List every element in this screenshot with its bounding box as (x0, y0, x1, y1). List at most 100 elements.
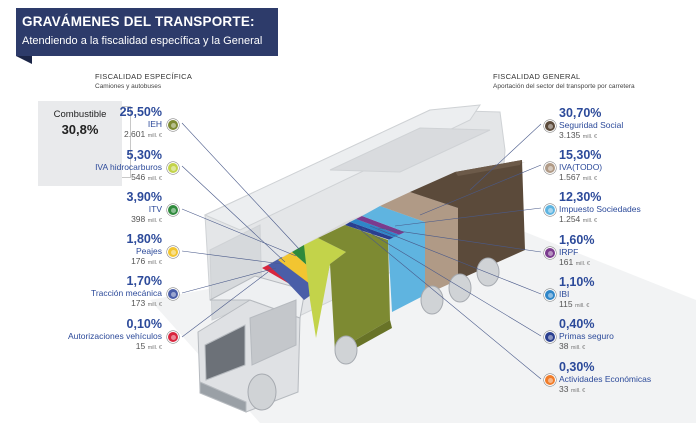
left-tax-item: 1,80% Peajes 176 mill. € (127, 233, 162, 268)
tax-percent: 0,40% (559, 317, 595, 331)
right-tax-item: 15,30% IVA(TODO) 1.567 mill. € (559, 149, 602, 184)
right-tax-color-dot (544, 374, 556, 386)
tax-amount-value: 115 (559, 299, 573, 309)
left-tax-item: 1,70% Tracción mecánica 173 mill. € (91, 275, 162, 310)
right-section-header: FISCALIDAD GENERAL Aportación del sector… (493, 72, 635, 90)
tax-percent: 1,70% (126, 274, 162, 288)
tax-amount-unit: mill. € (575, 261, 590, 267)
tax-label: ITV (148, 204, 162, 214)
fuel-box: Combustible 30,8% (38, 101, 122, 186)
tax-percent: 5,30% (126, 148, 162, 162)
tax-amount-unit: mill. € (147, 133, 162, 139)
tax-amount-unit: mill. € (582, 176, 598, 182)
tax-percent: 0,10% (126, 317, 162, 331)
tax-amount-unit: mill. € (147, 345, 162, 351)
banner-fold (16, 56, 32, 64)
left-tax-item: 0,10% Autorizaciones vehículos 15 mill. € (68, 318, 162, 353)
tax-amount-value: 176 (131, 256, 146, 266)
tax-amount: 3.135 mill. € (559, 130, 623, 142)
leader-lines (181, 122, 542, 380)
tax-amount-unit: mill. € (582, 218, 598, 224)
left-section-title: FISCALIDAD ESPECÍFICA (95, 72, 193, 81)
tax-label: IRPF (559, 247, 579, 257)
tax-percent: 15,30% (559, 148, 602, 162)
right-tax-item: 0,30% Actividades Económicas 33 mill. € (559, 361, 651, 396)
tax-amount-value: 1.254 (559, 214, 581, 224)
tax-amount-value: 398 (131, 214, 146, 224)
left-tax-color-dot (167, 204, 179, 216)
right-section-title: FISCALIDAD GENERAL (493, 72, 581, 81)
page-title: GRAVÁMENES DEL TRANSPORTE: (22, 14, 255, 29)
tax-amount: 2.601 mill. € (120, 129, 162, 141)
right-tax-color-dot (544, 162, 556, 174)
tax-amount: 161 mill. € (559, 257, 594, 269)
right-tax-item: 1,10% IBI 115 mill. € (559, 276, 594, 311)
tax-amount-value: 173 (131, 298, 146, 308)
left-tax-color-dot (167, 246, 179, 258)
tax-amount-unit: mill. € (147, 260, 162, 266)
tax-label: IVA(TODO) (559, 162, 603, 172)
tax-amount: 398 mill. € (127, 214, 162, 226)
tax-percent: 0,30% (559, 360, 595, 374)
right-tax-color-dot (544, 120, 556, 132)
right-tax-item: 0,40% Primas seguro 38 mill. € (559, 318, 614, 353)
header-banner: GRAVÁMENES DEL TRANSPORTE: Atendiendo a … (16, 8, 278, 64)
right-tax-color-dot (544, 289, 556, 301)
right-tax-color-dot (544, 331, 556, 343)
tax-amount: 115 mill. € (559, 299, 594, 311)
fuel-bracket (122, 106, 131, 178)
tax-amount-unit: mill. € (147, 176, 162, 182)
tax-amount-unit: mill. € (147, 302, 162, 308)
right-tax-item: 30,70% Seguridad Social 3.135 mill. € (559, 107, 623, 142)
left-tax-item: 3,90% ITV 398 mill. € (127, 191, 162, 226)
right-tax-color-dot (544, 247, 556, 259)
tax-amount-unit: mill. € (147, 218, 162, 224)
tax-amount-unit: mill. € (570, 388, 586, 394)
tax-label: Impuesto Sociedades (559, 204, 641, 214)
left-tax-color-dot (167, 119, 179, 131)
tax-percent: 1,60% (559, 233, 595, 247)
truck-wheels (247, 257, 500, 411)
tax-label: Primas seguro (559, 331, 614, 341)
tax-label: Actividades Económicas (559, 374, 652, 384)
tax-label: Seguridad Social (559, 120, 624, 130)
tax-amount: 1.254 mill. € (559, 214, 641, 226)
tax-amount-unit: mill. € (570, 345, 586, 351)
tax-label: Tracción mecánica (90, 288, 162, 298)
left-tax-item: 25,50% IEH 2.601 mill. € (120, 106, 162, 141)
fuel-percent: 30,8% (61, 122, 99, 137)
cargo-container (262, 160, 525, 358)
tax-amount: 1.567 mill. € (559, 172, 602, 184)
left-tax-item: 5,30% IVA hidrocarburos 546 mill. € (95, 149, 162, 184)
left-section-header: FISCALIDAD ESPECÍFICA Camiones y autobus… (95, 72, 192, 90)
tax-percent: 30,70% (559, 106, 602, 120)
left-section-subtitle: Camiones y autobuses (95, 83, 162, 90)
tax-amount-unit: mill. € (582, 134, 598, 140)
tax-amount: 15 mill. € (68, 341, 162, 353)
left-tax-color-dot (167, 162, 179, 174)
tax-amount-value: 2.601 (123, 129, 146, 139)
tax-percent: 12,30% (559, 190, 602, 204)
page-subtitle: Atendiendo a la fiscalidad específica y … (22, 35, 263, 47)
tax-amount: 176 mill. € (127, 256, 162, 268)
right-section-subtitle: Aportación del sector del transporte por… (493, 83, 635, 90)
fuel-label: Combustible (53, 109, 107, 120)
left-tax-color-dot (167, 288, 179, 300)
tax-amount-value: 546 (131, 172, 146, 182)
tax-amount-value: 1.567 (559, 172, 581, 182)
tax-label: Autorizaciones vehículos (67, 331, 162, 341)
tax-amount: 546 mill. € (95, 172, 162, 184)
tax-amount: 173 mill. € (91, 298, 162, 310)
tax-amount-value: 15 (135, 341, 146, 351)
tax-label: IBI (559, 289, 570, 299)
tax-label: IVA hidrocarburos (95, 162, 162, 172)
tax-label: Peajes (136, 246, 162, 256)
left-tax-color-dot (167, 331, 179, 343)
right-tax-item: 12,30% Impuesto Sociedades 1.254 mill. € (559, 191, 641, 226)
tax-label: IEH (147, 119, 162, 129)
tax-amount-value: 161 (559, 257, 574, 267)
tax-amount-value: 3.135 (559, 130, 581, 140)
right-tax-item: 1,60% IRPF 161 mill. € (559, 234, 594, 269)
tax-percent: 3,90% (126, 190, 162, 204)
